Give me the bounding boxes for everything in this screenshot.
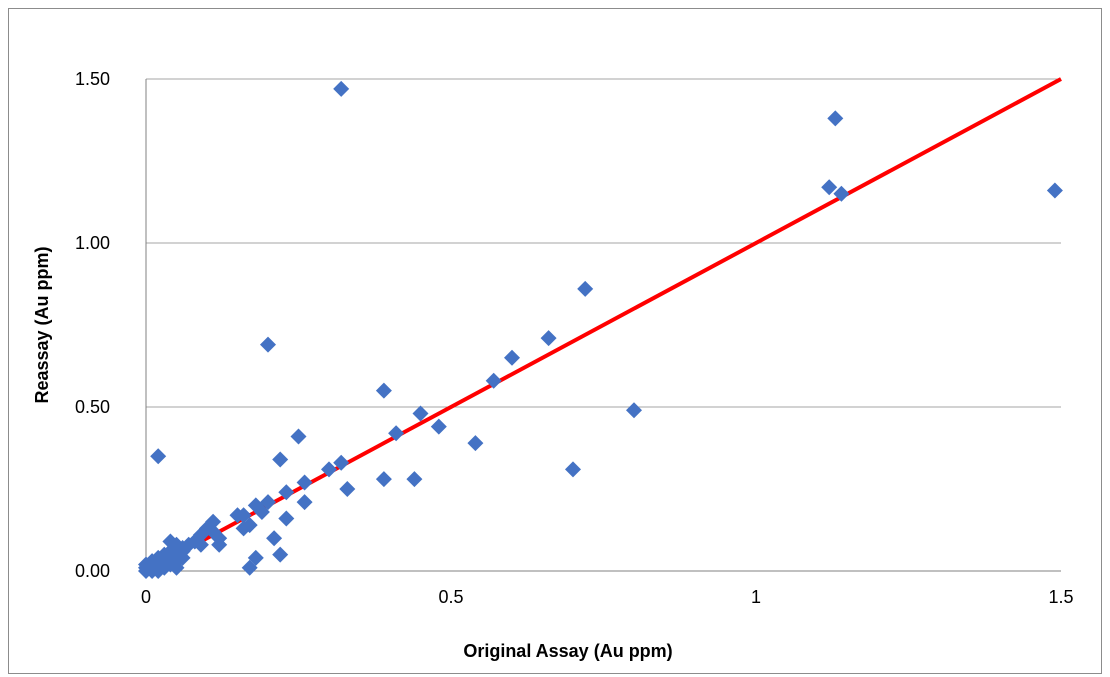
y-axis-title: Reassay (Au ppm) xyxy=(32,246,52,403)
data-point-27 xyxy=(296,494,313,511)
data-point-36 xyxy=(266,530,283,547)
x-tick-label-1: 0.5 xyxy=(438,587,463,607)
data-point-2 xyxy=(821,179,838,196)
reference-line-layer xyxy=(145,77,1062,573)
data-point-5 xyxy=(577,280,594,297)
data-point-74 xyxy=(144,556,161,573)
data-point-26 xyxy=(278,484,295,501)
data-point-46 xyxy=(211,536,228,553)
data-point-16 xyxy=(467,435,484,452)
data-points xyxy=(138,80,1063,579)
gridlines xyxy=(146,78,1061,408)
data-point-21 xyxy=(321,461,337,478)
data-point-9 xyxy=(485,372,502,389)
data-point-6 xyxy=(540,330,557,347)
data-point-23 xyxy=(406,471,423,488)
data-point-1 xyxy=(827,110,844,127)
data-point-34 xyxy=(235,520,252,537)
data-point-15 xyxy=(290,428,307,445)
data-point-14 xyxy=(388,425,405,442)
data-point-18 xyxy=(272,451,289,468)
data-point-10 xyxy=(375,382,392,399)
axes xyxy=(145,79,1061,572)
data-point-71 xyxy=(174,549,191,566)
y-tick-label-3: 1.50 xyxy=(75,69,110,89)
data-point-39 xyxy=(241,559,258,576)
data-point-49 xyxy=(192,536,209,553)
x-tick-label-2: 1 xyxy=(751,587,761,607)
data-point-22 xyxy=(375,471,392,488)
tick-labels: 0.00 0.50 1.00 1.50 0 0.5 1 1.5 xyxy=(75,69,1074,607)
data-point-19 xyxy=(333,454,350,471)
data-point-8 xyxy=(504,349,520,366)
data-point-29 xyxy=(247,497,264,514)
data-point-13 xyxy=(430,418,447,435)
x-tick-label-0: 0 xyxy=(141,587,151,607)
chart-frame xyxy=(8,8,1102,674)
data-point-7 xyxy=(260,336,276,353)
data-point-30 xyxy=(253,503,270,520)
data-point-11 xyxy=(626,402,642,419)
data-point-20 xyxy=(565,461,581,478)
data-point-25 xyxy=(339,481,356,497)
x-axis-title: Original Assay (Au ppm) xyxy=(463,641,672,661)
data-point-35 xyxy=(278,510,295,527)
data-point-32 xyxy=(229,507,246,524)
data-point-4 xyxy=(1046,182,1063,199)
y-tick-label-2: 1.00 xyxy=(75,233,110,253)
data-point-24 xyxy=(296,474,313,491)
y-tick-label-1: 0.50 xyxy=(75,397,110,417)
reference-line xyxy=(145,77,1062,573)
data-point-37 xyxy=(272,546,289,563)
x-tick-label-3: 1.5 xyxy=(1048,587,1073,607)
data-point-0 xyxy=(333,80,350,97)
y-tick-label-0: 0.00 xyxy=(75,561,110,581)
data-point-12 xyxy=(412,405,429,422)
data-point-17 xyxy=(150,448,167,465)
data-point-3 xyxy=(833,185,850,202)
